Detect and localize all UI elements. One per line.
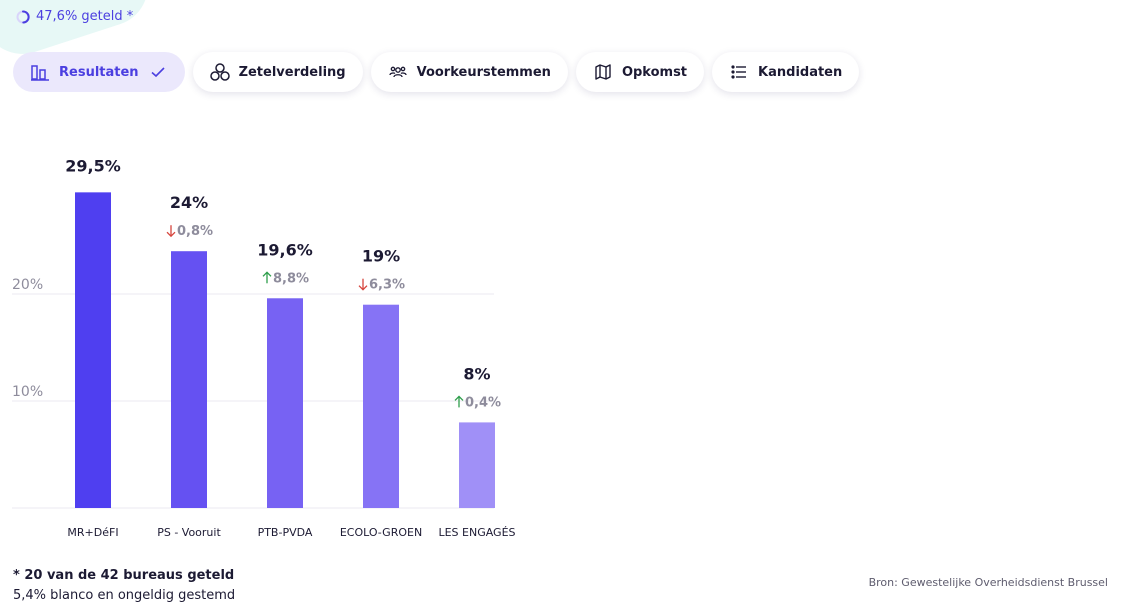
bar — [267, 298, 303, 508]
change-label: 6,3% — [369, 278, 405, 293]
map-icon — [593, 62, 613, 82]
people-icon — [388, 62, 408, 82]
change-label: 0,8% — [177, 224, 213, 239]
progress-spinner-icon — [16, 9, 30, 23]
tab-resultaten[interactable]: Resultaten — [13, 52, 185, 92]
arrow-down-icon — [358, 278, 368, 291]
check-icon — [148, 62, 168, 82]
tab-kandidaten[interactable]: Kandidaten — [712, 52, 860, 92]
category-label: PTB-PVDA — [258, 526, 313, 539]
footnote-blanco: 5,4% blanco en ongeldig gestemd — [13, 588, 236, 603]
category-label: MR+DéFI — [67, 526, 118, 539]
category-label: PS - Vooruit — [157, 526, 221, 539]
tab-bar: Resultaten Zetelverdeling Voorkeurstemme… — [13, 52, 860, 92]
bar — [171, 251, 207, 508]
tab-opkomst[interactable]: Opkomst — [575, 52, 705, 92]
bar-chart-icon — [30, 62, 50, 82]
category-label: LES ENGAGÉS — [438, 526, 515, 539]
y-tick-label: 10% — [12, 384, 43, 400]
tab-label: Resultaten — [59, 64, 139, 80]
tab-voorkeurstemmen[interactable]: Voorkeurstemmen — [370, 52, 568, 92]
circles-icon — [209, 62, 230, 82]
source-text: Bron: Gewestelijke Overheidsdienst Bruss… — [868, 576, 1108, 589]
tab-label: Opkomst — [621, 64, 688, 80]
category-label: ECOLO-GROEN — [340, 526, 422, 539]
tab-label: Voorkeurstemmen — [416, 64, 551, 80]
arrow-up-icon — [262, 271, 272, 284]
progress-text: 47,6% geteld * — [36, 9, 134, 24]
count-progress: 47,6% geteld * — [16, 9, 133, 24]
value-label: 19,6% — [257, 240, 313, 259]
arrow-down-icon — [166, 225, 176, 238]
value-label: 24% — [170, 193, 208, 212]
y-tick-label: 20% — [12, 277, 43, 293]
value-label: 8% — [463, 364, 490, 383]
tab-zetelverdeling[interactable]: Zetelverdeling — [192, 52, 363, 92]
change-label: 8,8% — [273, 271, 309, 286]
value-label: 19% — [362, 247, 400, 266]
footnote: * 20 van de 42 bureaus geteld 5,4% blanc… — [13, 566, 235, 606]
bar — [75, 192, 111, 508]
bar — [459, 422, 495, 508]
change-label: 0,4% — [465, 395, 501, 410]
tab-label: Kandidaten — [758, 64, 843, 80]
bar — [363, 304, 399, 508]
tab-label: Zetelverdeling — [238, 64, 346, 80]
results-bar-chart: 10% 20% MR+DéFI 29,5% PS - Vooruit 0,8% 24% PTB… — [12, 156, 516, 539]
arrow-up-icon — [454, 395, 464, 408]
value-label: 29,5% — [65, 156, 121, 175]
list-icon — [729, 62, 749, 82]
footnote-bureaus: * 20 van de 42 bureaus geteld — [13, 568, 235, 583]
